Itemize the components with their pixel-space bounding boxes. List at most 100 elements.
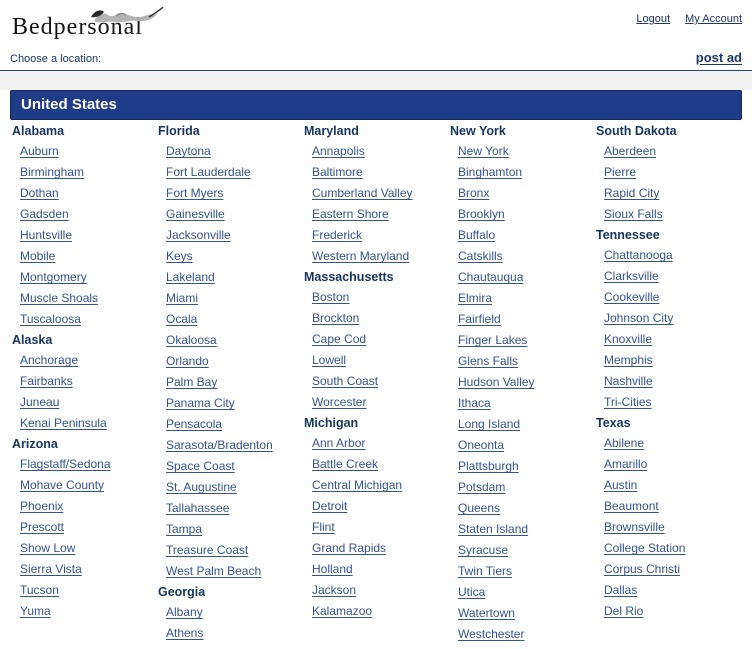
city-link-memphis[interactable]: Memphis bbox=[604, 353, 653, 367]
city-link-corpus-christi[interactable]: Corpus Christi bbox=[604, 562, 681, 576]
city-link-cumberland-valley[interactable]: Cumberland Valley bbox=[312, 186, 413, 200]
city-link-prescott[interactable]: Prescott bbox=[20, 520, 65, 534]
city-link-boston[interactable]: Boston bbox=[312, 290, 350, 304]
city-link-utica[interactable]: Utica bbox=[458, 585, 486, 599]
city-link-syracuse[interactable]: Syracuse bbox=[458, 543, 509, 557]
logout-link[interactable]: Logout bbox=[636, 13, 671, 25]
city-link-queens[interactable]: Queens bbox=[458, 501, 501, 515]
city-link-tucson[interactable]: Tucson bbox=[20, 583, 59, 597]
city-link-western-maryland[interactable]: Western Maryland bbox=[312, 249, 410, 263]
city-link-battle-creek[interactable]: Battle Creek bbox=[312, 457, 379, 471]
city-link-montgomery[interactable]: Montgomery bbox=[20, 270, 87, 284]
city-link-grand-rapids[interactable]: Grand Rapids bbox=[312, 541, 387, 555]
city-link-amarillo[interactable]: Amarillo bbox=[604, 457, 648, 471]
city-link-fort-myers[interactable]: Fort Myers bbox=[166, 186, 224, 200]
city-link-detroit[interactable]: Detroit bbox=[312, 499, 348, 513]
city-link-kalamazoo[interactable]: Kalamazoo bbox=[312, 604, 373, 618]
city-link-new-york[interactable]: New York bbox=[458, 144, 509, 158]
city-link-birmingham[interactable]: Birmingham bbox=[20, 165, 85, 179]
city-link-tampa[interactable]: Tampa bbox=[166, 522, 203, 536]
city-link-muscle-shoals[interactable]: Muscle Shoals bbox=[20, 291, 99, 305]
city-link-mohave-county[interactable]: Mohave County bbox=[20, 478, 105, 492]
city-link-jackson[interactable]: Jackson bbox=[312, 583, 357, 597]
city-link-brooklyn[interactable]: Brooklyn bbox=[458, 207, 505, 221]
city-link-pierre[interactable]: Pierre bbox=[604, 165, 637, 179]
city-link-long-island[interactable]: Long Island bbox=[458, 417, 521, 431]
city-link-beaumont[interactable]: Beaumont bbox=[604, 499, 659, 513]
city-link-glens-falls[interactable]: Glens Falls bbox=[458, 354, 519, 368]
city-link-annapolis[interactable]: Annapolis bbox=[312, 144, 365, 158]
city-link-finger-lakes[interactable]: Finger Lakes bbox=[458, 333, 528, 347]
city-link-west-palm-beach[interactable]: West Palm Beach bbox=[166, 564, 262, 578]
city-link-juneau[interactable]: Juneau bbox=[20, 395, 60, 409]
city-link-st-augustine[interactable]: St. Augustine bbox=[166, 480, 237, 494]
city-link-okaloosa[interactable]: Okaloosa bbox=[166, 333, 217, 347]
city-link-flint[interactable]: Flint bbox=[312, 520, 335, 534]
city-link-mobile[interactable]: Mobile bbox=[20, 249, 56, 263]
city-link-knoxville[interactable]: Knoxville bbox=[604, 332, 653, 346]
city-link-show-low[interactable]: Show Low bbox=[20, 541, 76, 555]
post-ad-link[interactable]: post ad bbox=[695, 50, 742, 65]
city-link-eastern-shore[interactable]: Eastern Shore bbox=[312, 207, 389, 221]
city-link-sioux-falls[interactable]: Sioux Falls bbox=[604, 207, 663, 221]
city-link-del-rio[interactable]: Del Rio bbox=[604, 604, 644, 618]
city-link-anchorage[interactable]: Anchorage bbox=[20, 353, 79, 367]
city-link-huntsville[interactable]: Huntsville bbox=[20, 228, 73, 242]
city-link-panama-city[interactable]: Panama City bbox=[166, 396, 235, 410]
city-link-lowell[interactable]: Lowell bbox=[312, 353, 347, 367]
city-link-auburn[interactable]: Auburn bbox=[20, 144, 59, 158]
city-link-westchester[interactable]: Westchester bbox=[458, 627, 525, 641]
city-link-lakeland[interactable]: Lakeland bbox=[166, 270, 215, 284]
city-link-chautauqua[interactable]: Chautauqua bbox=[458, 270, 524, 284]
city-link-space-coast[interactable]: Space Coast bbox=[166, 459, 235, 473]
city-link-clarksville[interactable]: Clarksville bbox=[604, 269, 659, 283]
city-link-fairfield[interactable]: Fairfield bbox=[458, 312, 501, 326]
city-link-baltimore[interactable]: Baltimore bbox=[312, 165, 363, 179]
city-link-twin-tiers[interactable]: Twin Tiers bbox=[458, 564, 513, 578]
city-link-cookeville[interactable]: Cookeville bbox=[604, 290, 660, 304]
city-link-bronx[interactable]: Bronx bbox=[458, 186, 490, 200]
city-link-watertown[interactable]: Watertown bbox=[458, 606, 515, 620]
city-link-fort-lauderdale[interactable]: Fort Lauderdale bbox=[166, 165, 251, 179]
city-link-tallahassee[interactable]: Tallahassee bbox=[166, 501, 230, 515]
city-link-potsdam[interactable]: Potsdam bbox=[458, 480, 506, 494]
city-link-elmira[interactable]: Elmira bbox=[458, 291, 493, 305]
city-link-keys[interactable]: Keys bbox=[166, 249, 193, 263]
city-link-frederick[interactable]: Frederick bbox=[312, 228, 363, 242]
city-link-jacksonville[interactable]: Jacksonville bbox=[166, 228, 231, 242]
city-link-binghamton[interactable]: Binghamton bbox=[458, 165, 523, 179]
city-link-miami[interactable]: Miami bbox=[166, 291, 198, 305]
city-link-gainesville[interactable]: Gainesville bbox=[166, 207, 225, 221]
city-link-catskills[interactable]: Catskills bbox=[458, 249, 503, 263]
city-link-brockton[interactable]: Brockton bbox=[312, 311, 360, 325]
city-link-orlando[interactable]: Orlando bbox=[166, 354, 209, 368]
my-account-link[interactable]: My Account bbox=[685, 13, 742, 25]
city-link-gadsden[interactable]: Gadsden bbox=[20, 207, 69, 221]
city-link-daytona[interactable]: Daytona bbox=[166, 144, 211, 158]
city-link-cape-cod[interactable]: Cape Cod bbox=[312, 332, 367, 346]
city-link-johnson-city[interactable]: Johnson City bbox=[604, 311, 674, 325]
city-link-kenai-peninsula[interactable]: Kenai Peninsula bbox=[20, 416, 107, 430]
city-link-phoenix[interactable]: Phoenix bbox=[20, 499, 64, 513]
city-link-aberdeen[interactable]: Aberdeen bbox=[604, 144, 657, 158]
city-link-south-coast[interactable]: South Coast bbox=[312, 374, 379, 388]
city-link-yuma[interactable]: Yuma bbox=[20, 604, 51, 618]
city-link-brownsville[interactable]: Brownsville bbox=[604, 520, 665, 534]
city-link-staten-island[interactable]: Staten Island bbox=[458, 522, 529, 536]
city-link-dothan[interactable]: Dothan bbox=[20, 186, 59, 200]
city-link-ann-arbor[interactable]: Ann Arbor bbox=[312, 436, 366, 450]
city-link-palm-bay[interactable]: Palm Bay bbox=[166, 375, 218, 389]
city-link-fairbanks[interactable]: Fairbanks bbox=[20, 374, 73, 388]
city-link-holland[interactable]: Holland bbox=[312, 562, 353, 576]
city-link-albany[interactable]: Albany bbox=[166, 605, 203, 619]
city-link-flagstaff-sedona[interactable]: Flagstaff/Sedona bbox=[20, 457, 111, 471]
city-link-athens[interactable]: Athens bbox=[166, 626, 204, 640]
city-link-pensacola[interactable]: Pensacola bbox=[166, 417, 223, 431]
city-link-tuscaloosa[interactable]: Tuscaloosa bbox=[20, 312, 81, 326]
city-link-dallas[interactable]: Dallas bbox=[604, 583, 638, 597]
city-link-tri-cities[interactable]: Tri-Cities bbox=[604, 395, 652, 409]
city-link-nashville[interactable]: Nashville bbox=[604, 374, 653, 388]
city-link-central-michigan[interactable]: Central Michigan bbox=[312, 478, 403, 492]
city-link-oneonta[interactable]: Oneonta bbox=[458, 438, 505, 452]
city-link-worcester[interactable]: Worcester bbox=[312, 395, 367, 409]
